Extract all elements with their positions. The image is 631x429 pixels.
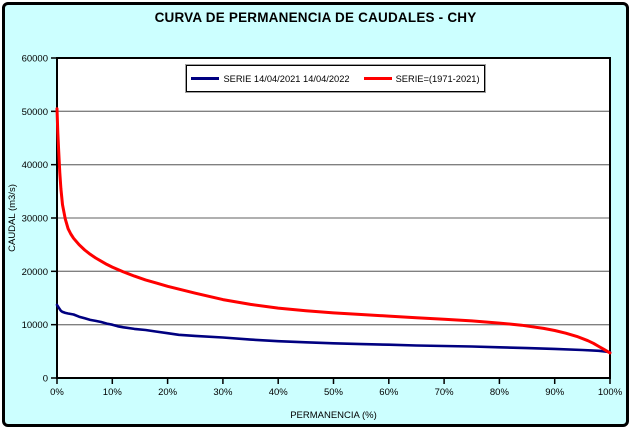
x-tick-label-40%: 40% (269, 387, 289, 398)
legend-item-serie-1971-2021: SERIE=(1971-2021) (363, 73, 480, 84)
series-line-serie-2021-2022 (55, 303, 612, 354)
y-axis-title: CAUDAL (m3/s) (7, 184, 18, 252)
x-tick-label-60%: 60% (379, 387, 399, 398)
legend-swatch-blue-line-icon (191, 77, 220, 80)
x-tick-label-70%: 70% (435, 387, 455, 398)
x-tick-label-50%: 50% (324, 387, 344, 398)
x-tick-label-30%: 30% (213, 387, 233, 398)
x-tick-label-0%: 0% (50, 387, 64, 398)
x-tick-label-90%: 90% (545, 387, 565, 398)
legend-swatch-red-line-icon (363, 77, 392, 80)
y-tick-label-20000: 20000 (22, 267, 48, 278)
legend-label-serie-1971-2021: SERIE=(1971-2021) (395, 73, 480, 84)
y-tick-label-50000: 50000 (22, 107, 48, 118)
y-tick-label-10000: 10000 (22, 320, 48, 331)
y-tick-label-30000: 30000 (22, 214, 48, 225)
chart-title: CURVA DE PERMANENCIA DE CAUDALES - CHY (154, 10, 477, 25)
x-axis-title: PERMANENCIA (%) (290, 410, 377, 421)
legend-label-serie-2021-2022: SERIE 14/04/2021 14/04/2022 (223, 73, 350, 84)
y-tick-label-40000: 40000 (22, 160, 48, 171)
legend: SERIE 14/04/2021 14/04/2022 SERIE=(1971-… (185, 64, 486, 93)
y-tick-label-0: 0 (43, 374, 48, 385)
x-tick-label-20%: 20% (158, 387, 178, 398)
y-tick-label-60000: 60000 (22, 54, 48, 65)
series-line-serie-1971-2021 (55, 107, 612, 355)
x-tick-label-80%: 80% (490, 387, 510, 398)
x-tick-label-100%: 100% (598, 387, 623, 398)
x-tick-label-10%: 10% (103, 387, 123, 398)
legend-item-serie-2021-2022: SERIE 14/04/2021 14/04/2022 (191, 73, 350, 84)
